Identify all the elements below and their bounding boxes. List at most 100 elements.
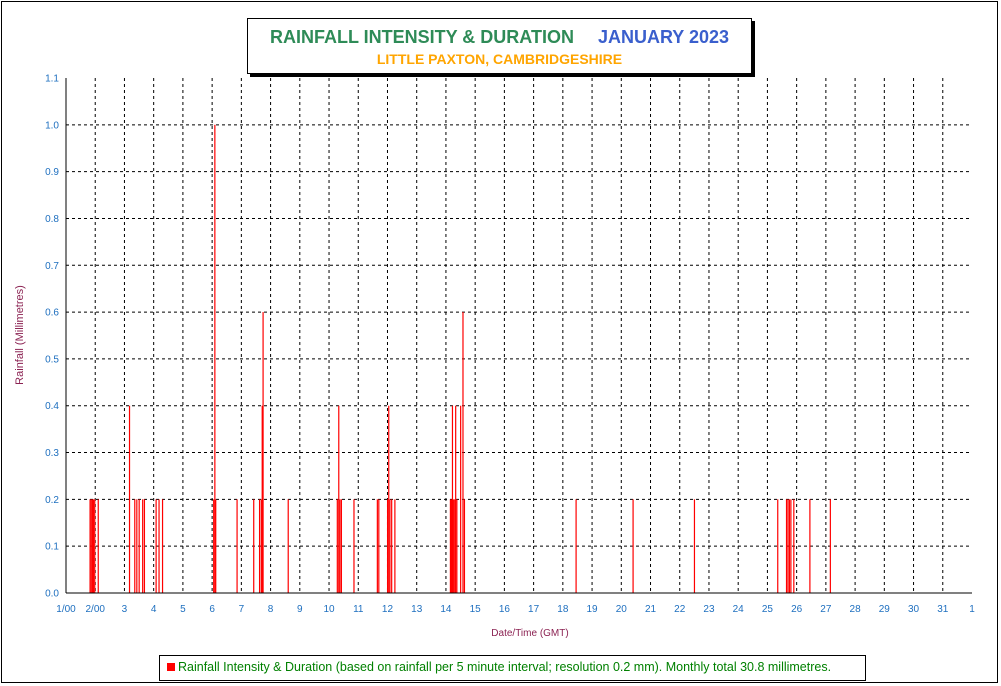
y-tick-label: 0.1 <box>45 542 59 553</box>
x-tick-label: 7 <box>239 604 245 615</box>
x-tick-label: 30 <box>908 604 920 615</box>
rain-bar <box>138 499 140 593</box>
y-tick-label: 0.2 <box>45 495 59 506</box>
rain-bar <box>136 499 138 593</box>
rain-bar <box>261 405 263 593</box>
chart-title: RAINFALL INTENSITY & DURATION <box>269 27 574 47</box>
x-tick-label: 21 <box>645 604 657 615</box>
rain-bar <box>693 499 696 593</box>
x-tick-label: 23 <box>703 604 715 615</box>
x-tick-label: 26 <box>791 604 803 615</box>
rain-bar <box>453 499 455 593</box>
rain-bar <box>787 499 789 593</box>
rain-bar <box>378 499 380 593</box>
rain-bar <box>394 499 396 593</box>
rain-bar <box>338 405 340 593</box>
x-tick-label: 11 <box>353 604 364 615</box>
x-tick-label: 20 <box>616 604 628 615</box>
rain-bar <box>788 499 791 593</box>
title-box: RAINFALL INTENSITY & DURATION JANUARY 202… <box>247 18 752 74</box>
rain-bar <box>260 499 262 593</box>
rain-bar <box>336 499 338 593</box>
rain-bar <box>455 405 457 593</box>
rain-bar <box>389 499 391 593</box>
x-tick-label: 8 <box>268 604 274 615</box>
rain-bar <box>391 499 393 593</box>
rain-bar <box>460 405 462 593</box>
rain-bar <box>793 499 795 593</box>
x-tick-label: 2/00 <box>85 604 105 615</box>
x-tick-label: 17 <box>528 604 540 615</box>
rain-bar <box>258 499 261 593</box>
rain-bar <box>89 499 91 593</box>
x-tick-label: 13 <box>411 604 423 615</box>
rain-bar <box>809 499 811 593</box>
rain-bar <box>450 499 453 593</box>
rain-bar <box>456 499 458 593</box>
y-tick-label: 0.0 <box>45 589 59 600</box>
rain-bar <box>214 124 216 594</box>
x-tick-label: 28 <box>850 604 862 615</box>
rain-bar <box>253 499 255 593</box>
x-tick-label: 14 <box>440 604 452 615</box>
rain-bar <box>134 499 136 593</box>
bars-layer <box>89 124 831 594</box>
rain-bar <box>777 499 779 593</box>
grid-layer <box>66 78 972 593</box>
rain-bar <box>142 499 144 593</box>
x-tick-label: 29 <box>879 604 891 615</box>
x-tick-label: 5 <box>180 604 186 615</box>
title-line: RAINFALL INTENSITY & DURATION JANUARY 202… <box>248 27 751 48</box>
y-tick-label: 0.6 <box>45 308 59 319</box>
y-tick-label: 0.9 <box>45 167 59 178</box>
rain-bar <box>454 499 456 593</box>
x-tick-label: 10 <box>323 604 335 615</box>
rain-bar <box>128 405 131 593</box>
y-tick-label: 0.7 <box>45 261 59 272</box>
rain-bar <box>386 499 389 593</box>
rain-bar <box>575 499 577 593</box>
x-tick-label: 12 <box>382 604 394 615</box>
rain-bar <box>376 499 378 593</box>
rain-bar <box>451 405 454 593</box>
y-tick-label: 1.0 <box>45 120 59 131</box>
x-tick-label: 1 <box>969 604 975 615</box>
rain-bar <box>790 499 792 593</box>
rain-bar <box>158 499 160 593</box>
x-tick-label: 24 <box>733 604 745 615</box>
x-tick-label: 22 <box>674 604 686 615</box>
legend-swatch <box>167 663 175 671</box>
rain-bar <box>462 312 464 593</box>
y-tick-label: 0.3 <box>45 448 59 459</box>
y-tick-label: 0.4 <box>45 401 59 412</box>
x-tick-label: 9 <box>297 604 303 615</box>
y-tick-label: 0.8 <box>45 214 59 225</box>
rain-bar <box>155 499 157 593</box>
y-tick-label: 1.1 <box>45 74 59 85</box>
x-tick-label: 4 <box>151 604 157 615</box>
rain-bar <box>340 499 343 593</box>
rain-bar <box>785 499 788 593</box>
rain-bar <box>287 499 289 593</box>
axis-layer <box>65 78 972 594</box>
rain-bar <box>143 499 146 593</box>
rain-bar <box>829 499 831 593</box>
x-tick-label: 19 <box>587 604 599 615</box>
rain-bar <box>91 499 94 593</box>
ticks-layer: 1/00 2/00 3 4 5 6 7 8 9 10 11 12 13 14 15 16 17 18 19 20 21 2… <box>45 74 975 616</box>
legend-label: Rainfall Intensity & Duration (based on … <box>178 660 832 674</box>
rain-bar <box>90 499 92 593</box>
chart-subtitle: LITTLE PAXTON, CAMBRIDGESHIRE <box>376 51 623 67</box>
x-tick-label: 31 <box>937 604 949 615</box>
rain-bar <box>161 499 164 593</box>
rain-bar <box>213 499 215 593</box>
x-tick-label: 1/00 <box>56 604 76 615</box>
legend: Rainfall Intensity & Duration (based on … <box>159 655 866 681</box>
rain-bar <box>97 499 99 593</box>
x-tick-label: 25 <box>762 604 774 615</box>
rain-bar <box>632 499 634 593</box>
x-tick-label: 6 <box>209 604 215 615</box>
x-tick-label: 18 <box>557 604 569 615</box>
y-tick-label: 0.5 <box>45 354 59 365</box>
